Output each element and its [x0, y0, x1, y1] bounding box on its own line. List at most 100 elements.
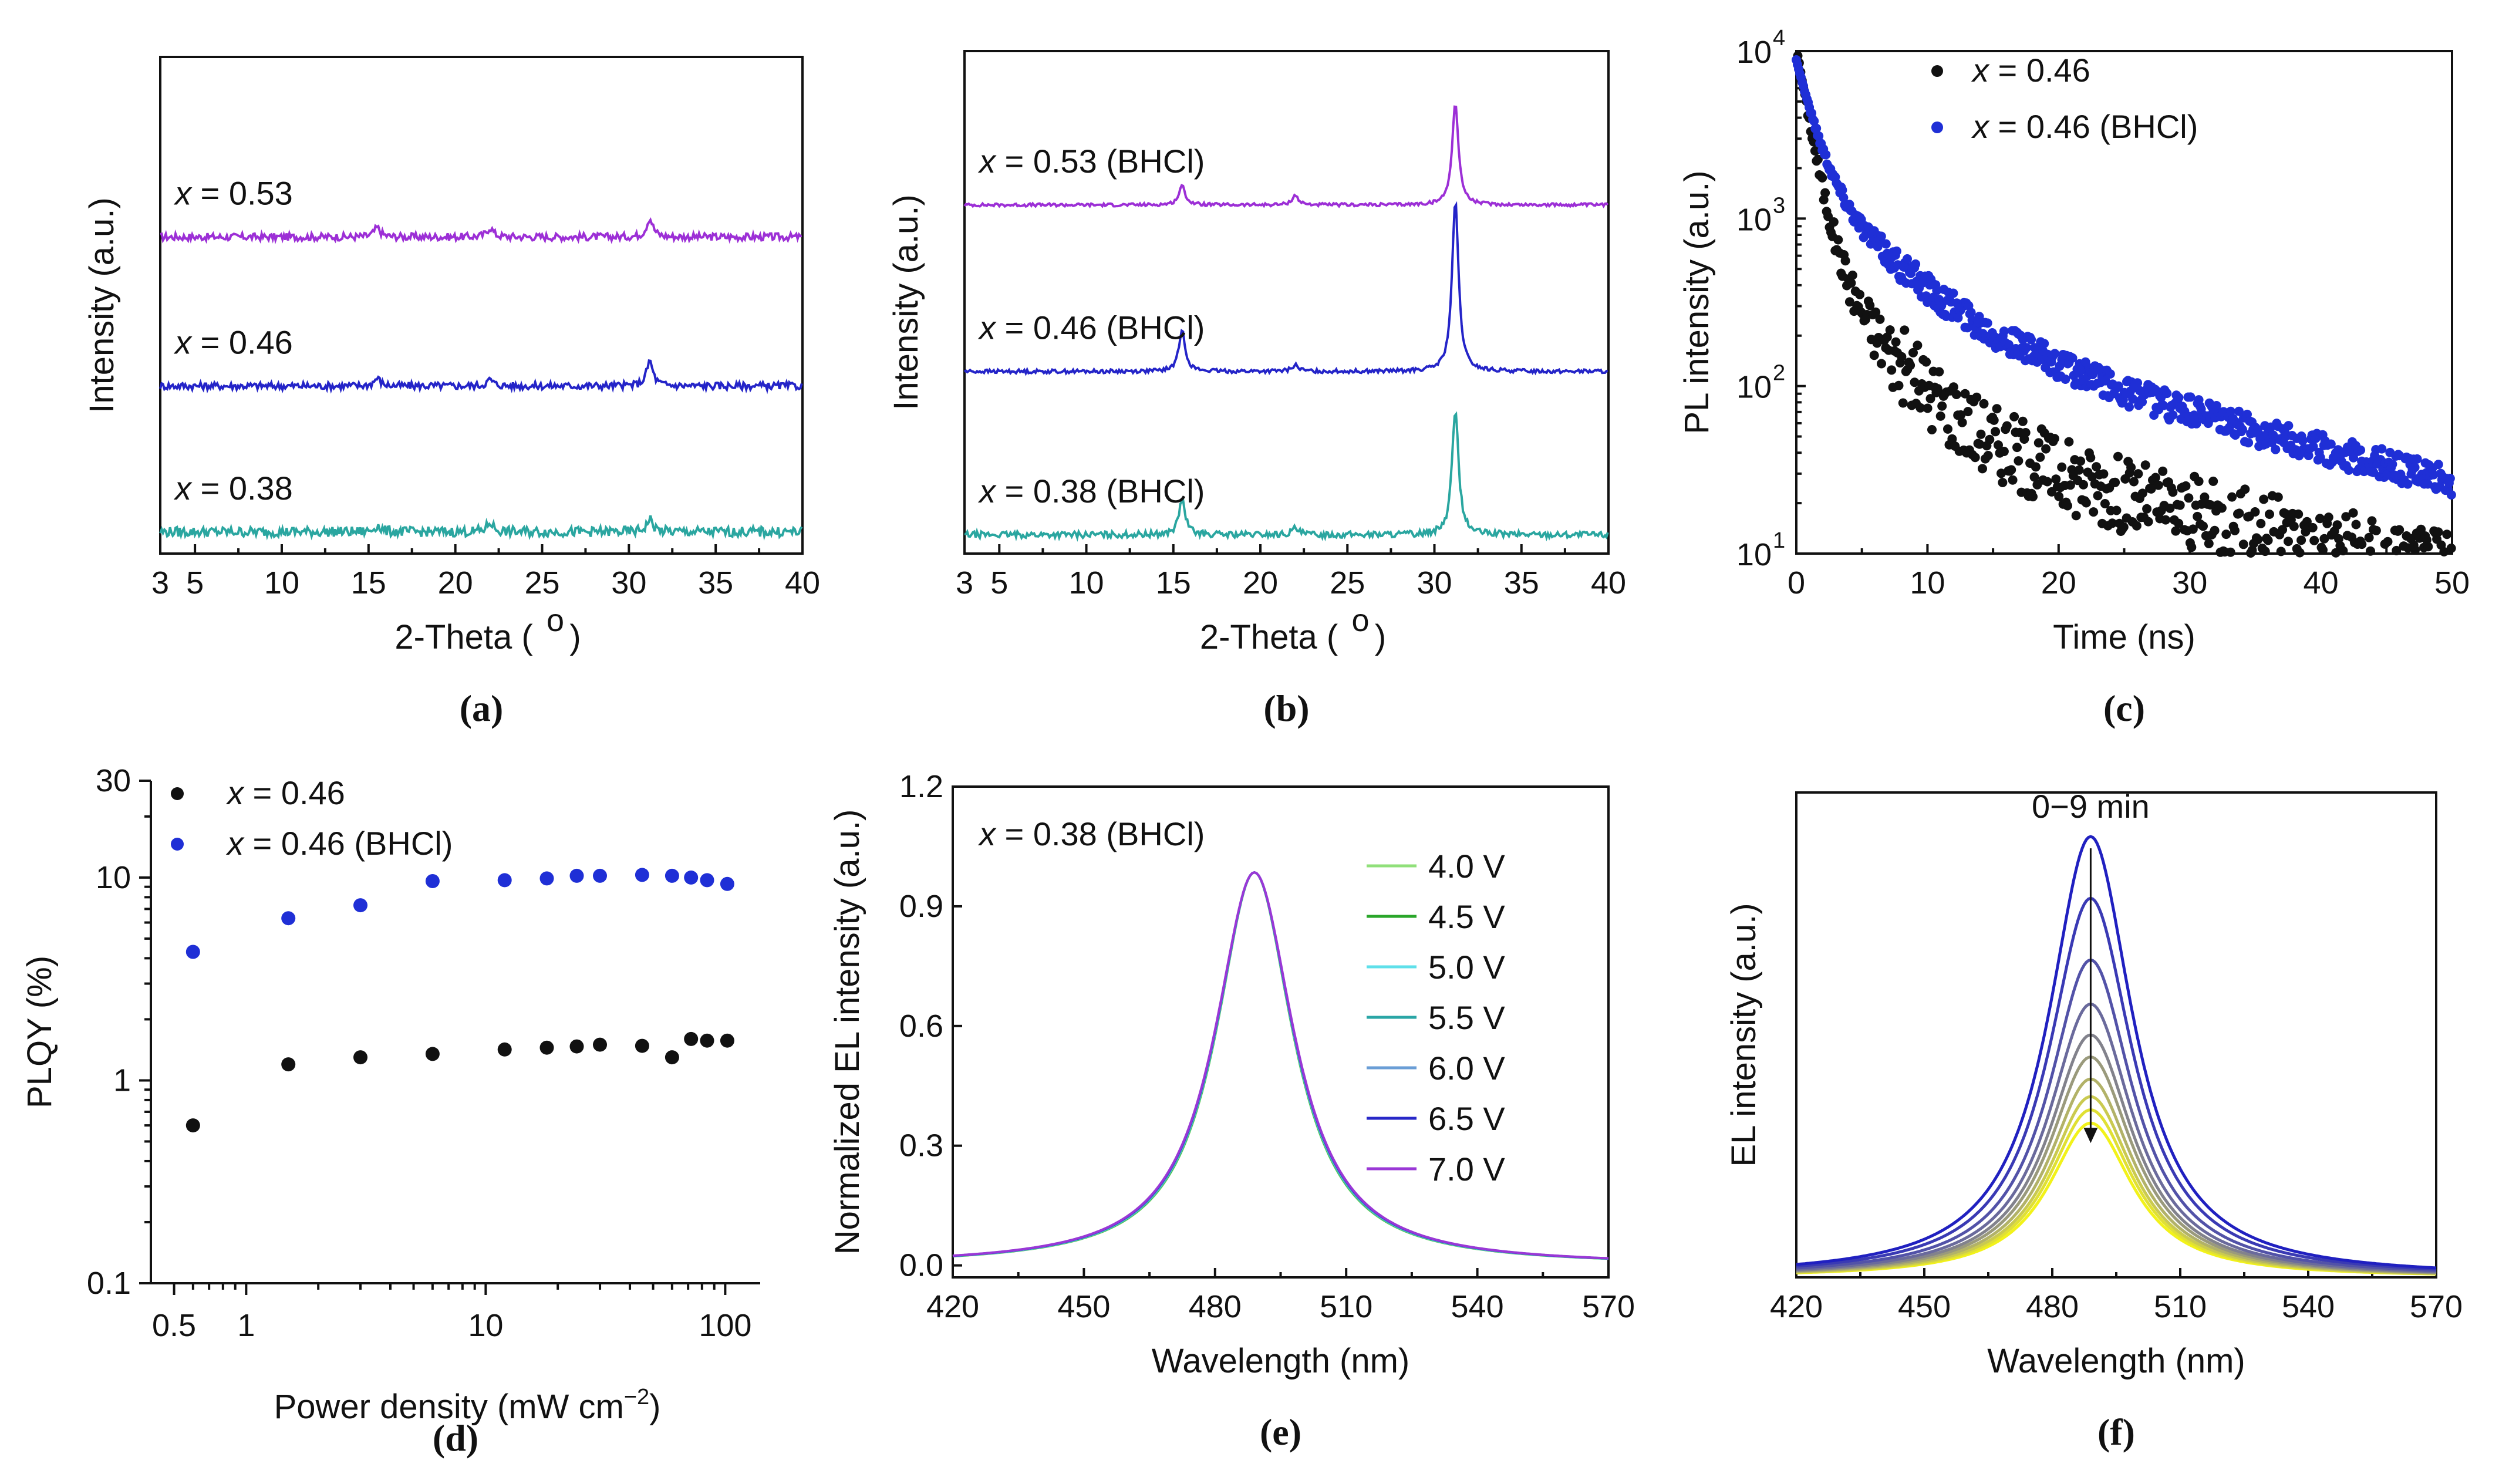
series-line-e-3	[952, 871, 1609, 1260]
data-point-c-0	[2193, 511, 2203, 521]
series-line-a-0	[160, 217, 802, 245]
data-point-d-0	[665, 1050, 679, 1065]
data-point-c-0	[1813, 154, 1823, 164]
x-tick-label-f-1: 450	[1898, 1289, 1951, 1324]
data-point-c-0	[1978, 464, 1987, 474]
data-point-c-1	[2244, 438, 2254, 448]
data-point-c-0	[1869, 350, 1879, 360]
data-point-c-0	[2161, 515, 2171, 525]
x-tick-label-f-0: 420	[1770, 1289, 1823, 1324]
data-point-c-0	[2100, 499, 2110, 508]
data-point-c-0	[2208, 476, 2218, 486]
series-line-f-2	[1796, 958, 2437, 1272]
data-point-c-0	[1887, 365, 1897, 375]
x-tick-label-e-5: 570	[1582, 1289, 1635, 1324]
data-point-c-0	[1934, 367, 1944, 377]
data-point-c-0	[1865, 301, 1875, 311]
data-point-c-0	[1846, 278, 1856, 288]
x-tick-label-b-8: 40	[1591, 565, 1626, 601]
plot-frame-a	[159, 56, 804, 555]
legend-marker-d-1	[171, 838, 184, 851]
panel-label-d: (d)	[433, 1417, 478, 1459]
data-point-c-0	[2205, 500, 2215, 510]
x-tick-label-a-5: 25	[524, 565, 559, 601]
x-tick-label-e-2: 480	[1189, 1289, 1242, 1324]
data-point-c-1	[2225, 406, 2235, 416]
chart-title-e-part: = 0.38 (BHCl)	[996, 815, 1205, 852]
data-point-d-0	[539, 1040, 554, 1055]
data-point-c-0	[1991, 427, 2001, 437]
data-point-c-0	[2142, 504, 2152, 514]
data-point-c-0	[2146, 484, 2156, 494]
data-point-c-1	[2308, 441, 2318, 451]
data-point-c-1	[1809, 116, 1819, 126]
y-tick-label-c-0: 10	[1736, 537, 1772, 572]
y-tick-exp-c-3: 4	[1773, 26, 1785, 50]
data-point-d-0	[186, 1118, 200, 1133]
data-point-d-1	[569, 868, 584, 883]
x-tick-label-d-1: 1	[237, 1308, 255, 1343]
data-point-c-0	[2278, 525, 2288, 535]
data-point-c-0	[1979, 399, 1989, 409]
data-point-c-0	[2433, 527, 2443, 537]
panel-label-e: (e)	[1260, 1411, 1301, 1453]
y-tick-label-e-2: 0.6	[899, 1009, 943, 1044]
data-point-c-1	[2113, 381, 2123, 391]
data-point-c-0	[2187, 542, 2197, 552]
series-label-b-0-part: = 0.53 (BHCl)	[996, 143, 1205, 180]
data-point-c-0	[1956, 410, 1966, 420]
data-point-c-0	[1885, 325, 1895, 335]
data-point-c-0	[2250, 507, 2260, 517]
data-point-c-0	[2018, 416, 2028, 426]
data-point-c-0	[1894, 380, 1904, 390]
data-point-c-1	[2077, 365, 2087, 375]
data-point-c-0	[1855, 289, 1865, 299]
data-point-c-0	[2256, 518, 2266, 528]
data-point-c-0	[2113, 451, 2123, 461]
data-point-c-0	[2289, 521, 2299, 531]
data-point-c-0	[2234, 508, 2244, 518]
data-point-c-0	[2392, 545, 2402, 555]
data-point-c-0	[2263, 535, 2273, 545]
data-point-c-0	[1877, 359, 1886, 369]
data-point-c-0	[1921, 357, 1931, 367]
data-point-c-0	[2371, 525, 2381, 535]
data-point-c-0	[2119, 522, 2129, 532]
data-point-c-0	[2332, 520, 2342, 530]
legend-label-d-1-part: x	[225, 825, 245, 862]
series-label-b-1-part: x	[977, 309, 997, 346]
data-point-c-1	[2284, 421, 2294, 431]
x-tick-label-f-3: 510	[2154, 1289, 2207, 1324]
data-point-c-1	[2412, 454, 2422, 464]
data-point-c-0	[2395, 525, 2404, 535]
data-point-c-0	[2198, 521, 2208, 531]
legend-label-d-1: x = 0.46 (BHCl)	[225, 825, 453, 862]
data-point-c-0	[2416, 524, 2426, 534]
data-point-c-0	[1957, 417, 1967, 427]
x-axis-label-close-b: )	[1375, 618, 1386, 656]
data-point-c-1	[1837, 185, 1847, 195]
data-point-c-0	[2295, 548, 2305, 558]
data-point-c-0	[1943, 424, 1952, 434]
data-point-c-0	[2089, 507, 2099, 517]
data-point-c-0	[2227, 492, 2237, 502]
legend-label-e-4: 6.0 V	[1428, 1050, 1505, 1087]
series-line-b-0	[963, 105, 1609, 209]
data-point-c-0	[2188, 524, 2198, 534]
data-point-c-0	[1989, 415, 1999, 425]
data-point-c-0	[1937, 401, 1947, 411]
x-tick-label-d-2: 10	[468, 1308, 503, 1343]
data-point-c-0	[1910, 377, 1920, 387]
x-axis-label-degree-a: o	[547, 603, 564, 638]
y-tick-label-e-0: 0.0	[899, 1248, 943, 1283]
data-point-c-1	[1903, 254, 1912, 264]
y-tick-label-d-3: 30	[96, 763, 131, 798]
series-label-a-2: x = 0.38	[173, 470, 293, 507]
x-tick-label-a-7: 35	[698, 565, 733, 601]
series-line-e-5	[952, 871, 1609, 1260]
data-point-c-1	[2060, 375, 2070, 384]
data-point-c-0	[2150, 473, 2160, 483]
data-point-c-0	[2126, 463, 2136, 473]
x-tick-label-c-2: 20	[2041, 565, 2076, 601]
data-point-c-0	[2071, 511, 2081, 521]
